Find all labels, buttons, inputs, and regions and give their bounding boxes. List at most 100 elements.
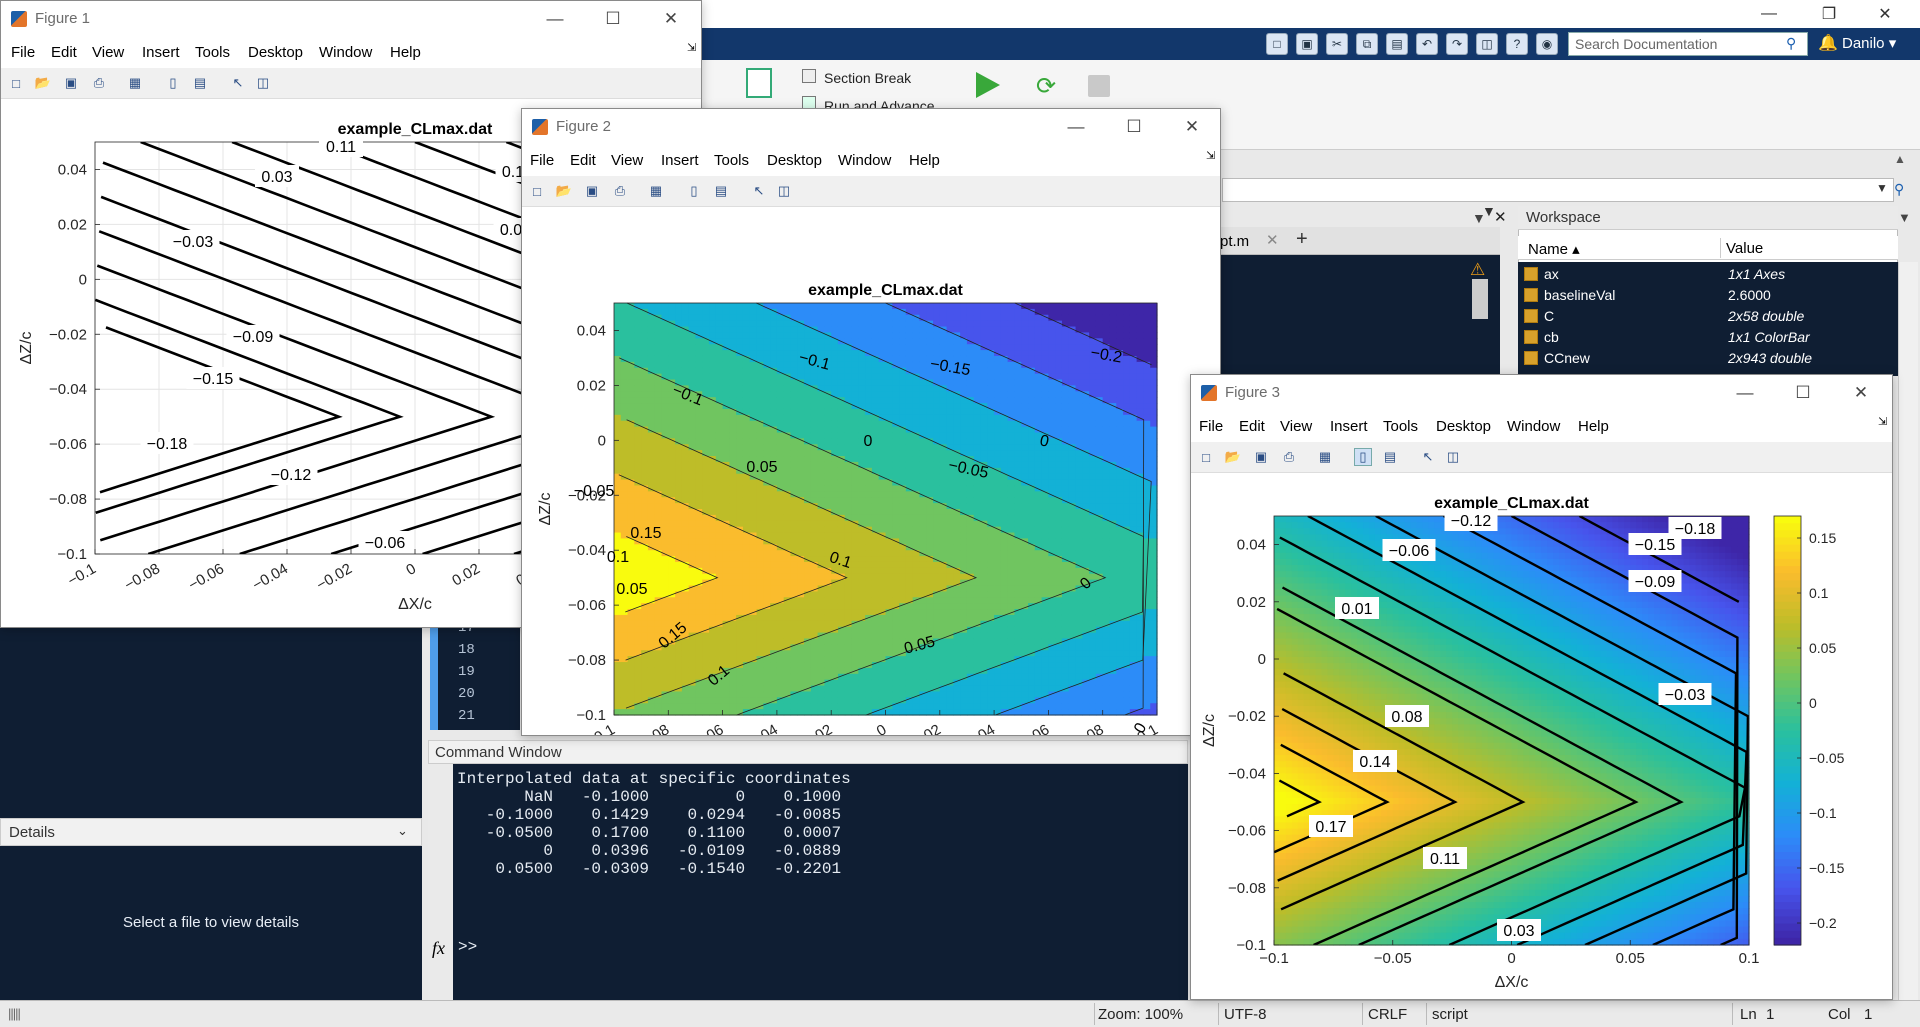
close-panel-icon[interactable]: ✕ (1494, 209, 1507, 226)
name-column-header[interactable]: Name ▴ (1528, 241, 1580, 258)
pointer-icon[interactable]: ↖ (232, 75, 244, 90)
section-break-button[interactable]: Section Break (824, 70, 912, 86)
new-figure-icon[interactable]: □ (533, 183, 541, 199)
tab-script[interactable]: pt.m (1220, 233, 1250, 250)
new-figure-icon[interactable]: □ (12, 75, 20, 91)
menu-insert[interactable]: Insert (142, 44, 180, 61)
menu-help[interactable]: Help (909, 152, 940, 169)
contour-fill-cell (1048, 479, 1056, 487)
workspace-row[interactable]: C 2x58 double (1518, 306, 1898, 327)
menu-edit[interactable]: Edit (51, 44, 77, 61)
link-plot-icon[interactable]: ▦ (649, 183, 663, 198)
menu-window[interactable]: Window (319, 44, 373, 61)
vertical-scrollbar[interactable] (1898, 262, 1918, 1000)
community-icon[interactable]: ◉ (1536, 33, 1558, 55)
minimize-icon[interactable]: — (1067, 117, 1085, 136)
menu-help[interactable]: Help (390, 44, 421, 61)
search-documentation-input[interactable]: Search Documentation (1568, 32, 1808, 56)
workspace-menu-icon[interactable]: ▼ (1898, 210, 1911, 225)
collapse-toolstrip-icon[interactable]: ▲ (1894, 152, 1906, 166)
new-icon[interactable]: □ (1266, 33, 1288, 55)
search-icon[interactable]: ⚲ (1786, 35, 1797, 51)
current-folder-address-bar[interactable] (1222, 178, 1894, 202)
menu-edit[interactable]: Edit (570, 152, 596, 169)
panel-menu-icon[interactable]: ▼ (1472, 210, 1486, 226)
contour-fill-cell (980, 479, 988, 487)
editor-menu-icon[interactable]: ▼ (1482, 203, 1496, 219)
pointer-icon[interactable]: ↖ (753, 183, 765, 198)
close-icon[interactable]: ✕ (1184, 117, 1200, 136)
contour-fill-cell (790, 650, 798, 657)
maximize-icon[interactable]: ☐ (1126, 117, 1142, 136)
open-icon[interactable]: 📂 (34, 75, 52, 90)
property-editor-icon[interactable]: ◫ (777, 183, 791, 198)
close-icon[interactable]: ✕ (1878, 6, 1892, 23)
value-column-header[interactable]: Value (1726, 240, 1764, 257)
menu-file[interactable]: File (11, 44, 36, 61)
contour-fill-cell (634, 691, 642, 698)
menu-desktop[interactable]: Desktop (248, 44, 304, 61)
minimize-icon[interactable]: — (1761, 5, 1777, 22)
menu-tools[interactable]: Tools (195, 44, 231, 61)
figure-titlebar[interactable]: Figure 1 — ☐ ✕ (1, 1, 701, 37)
contour-fill-cell (634, 473, 642, 481)
command-window[interactable]: Interpolated data at specific coordinate… (453, 764, 1188, 1000)
cut-icon[interactable]: ✂ (1326, 33, 1348, 55)
section-icon[interactable] (746, 68, 772, 98)
chevron-down-icon[interactable]: ⌄ (397, 823, 408, 838)
folder-search-icon[interactable]: ⚲ (1894, 181, 1905, 197)
paste-icon[interactable]: ▤ (1386, 33, 1408, 55)
undo-icon[interactable]: ↶ (1416, 33, 1438, 55)
colorbar-icon[interactable]: ▯ (690, 183, 698, 198)
menu-tools[interactable]: Tools (714, 152, 750, 169)
close-tab-icon[interactable]: ✕ (1266, 232, 1279, 249)
copy-icon[interactable]: ⧉ (1356, 33, 1378, 55)
menu-view[interactable]: View (611, 152, 644, 169)
menu-window[interactable]: Window (838, 152, 892, 169)
print-icon[interactable]: ⎙ (93, 75, 105, 90)
run-icon[interactable] (976, 72, 1000, 98)
run-and-time-icon[interactable]: ⟳ (1036, 73, 1057, 100)
contour-fill-cell (1041, 632, 1049, 640)
colorbar-icon[interactable]: ▯ (169, 75, 177, 90)
open-icon[interactable]: 📂 (555, 183, 573, 198)
legend-icon[interactable]: ▤ (193, 75, 207, 90)
notification-bell-icon[interactable]: 🔔 (1818, 35, 1838, 52)
restore-icon[interactable]: ❐ (1821, 6, 1837, 23)
link-plot-icon[interactable]: ▦ (128, 75, 142, 90)
stop-icon[interactable] (1088, 75, 1110, 97)
dock-icon[interactable]: ⇲ (687, 42, 697, 54)
new-tab-icon[interactable]: + (1296, 228, 1308, 250)
close-icon[interactable]: ✕ (663, 9, 679, 28)
menu-desktop[interactable]: Desktop (767, 152, 823, 169)
save-icon[interactable]: ▣ (64, 75, 78, 90)
maximize-icon[interactable]: ☐ (605, 9, 621, 28)
property-editor-icon[interactable]: ◫ (256, 75, 270, 90)
workspace-row[interactable]: baselineVal 2.6000 (1518, 285, 1898, 306)
dock-icon[interactable]: ⇲ (1206, 150, 1216, 162)
help-icon[interactable]: ? (1506, 33, 1528, 55)
save-icon[interactable]: ▣ (585, 183, 599, 198)
current-folder-list[interactable] (0, 628, 422, 818)
menu-file[interactable]: File (530, 152, 555, 169)
print-icon[interactable]: ⎙ (614, 183, 626, 198)
workspace-row[interactable]: CCnew 2x943 double (1518, 348, 1898, 369)
legend-icon[interactable]: ▤ (714, 183, 728, 198)
minimize-icon[interactable]: — (546, 9, 564, 28)
editor-scrollbar[interactable] (1472, 279, 1488, 319)
menu-view[interactable]: View (92, 44, 125, 61)
command-prompt[interactable]: >> (458, 938, 478, 956)
figure-window-2[interactable]: Figure 2 — ☐ ✕ File Edit View Insert Too… (521, 108, 1221, 736)
user-account-menu[interactable]: Danilo ▾ (1842, 35, 1897, 52)
save-icon[interactable]: ▣ (1296, 33, 1318, 55)
menu-insert[interactable]: Insert (661, 152, 699, 169)
figure-titlebar[interactable]: Figure 2 — ☐ ✕ (522, 109, 1220, 145)
workspace-row[interactable]: ax 1x1 Axes (1518, 264, 1898, 285)
details-header[interactable]: Details ⌄ (0, 818, 422, 846)
chevron-down-icon[interactable]: ▼ (1876, 181, 1888, 195)
contour-fill-cell (844, 355, 853, 363)
redo-icon[interactable]: ↷ (1446, 33, 1468, 55)
workspace-row[interactable]: cb 1x1 ColorBar (1518, 327, 1898, 348)
function-browser-icon[interactable]: fx (432, 938, 445, 958)
switch-windows-icon[interactable]: ◫ (1476, 33, 1498, 55)
